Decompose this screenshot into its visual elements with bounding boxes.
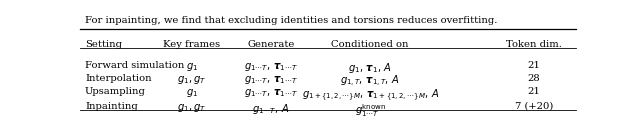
Text: Token dim.: Token dim. [506,40,562,49]
Text: $g_{1\cdots T},\, \boldsymbol{\tau}_{1\cdots T}$: $g_{1\cdots T},\, \boldsymbol{\tau}_{1\c… [244,74,298,86]
Text: 7 (+20): 7 (+20) [515,102,553,111]
Text: $g_{1\cdots T},\, A$: $g_{1\cdots T},\, A$ [252,102,290,116]
Text: $g_{1\cdots T},\, \boldsymbol{\tau}_{1\cdots T}$: $g_{1\cdots T},\, \boldsymbol{\tau}_{1\c… [244,61,298,73]
Text: For inpainting, we find that excluding identities and torsions reduces overfitti: For inpainting, we find that excluding i… [85,16,497,25]
Text: 28: 28 [527,74,540,83]
Text: $g_1$: $g_1$ [186,87,198,99]
Text: 21: 21 [527,87,540,96]
Text: Upsampling: Upsampling [85,87,146,96]
Text: $g^{\mathrm{known}}_{1\cdots T}$: $g^{\mathrm{known}}_{1\cdots T}$ [355,102,386,119]
Text: 21: 21 [527,61,540,70]
Text: Generate: Generate [247,40,294,49]
Text: $g_1,\, \boldsymbol{\tau}_1,\, A$: $g_1,\, \boldsymbol{\tau}_1,\, A$ [348,61,392,75]
Text: Inpainting: Inpainting [85,102,138,111]
Text: Setting: Setting [85,40,122,49]
Text: $g_1$: $g_1$ [186,61,198,73]
Text: $g_{1+\{1,2,\cdots\}M},\, \boldsymbol{\tau}_{1+\{1,2,\cdots\}M},\, A$: $g_{1+\{1,2,\cdots\}M},\, \boldsymbol{\t… [301,87,439,103]
Text: Interpolation: Interpolation [85,74,152,83]
Text: $g_{1,T},\, \boldsymbol{\tau}_{1,T},\, A$: $g_{1,T},\, \boldsymbol{\tau}_{1,T},\, A… [340,74,400,89]
Text: Conditioned on: Conditioned on [332,40,409,49]
Text: $g_1, g_T$: $g_1, g_T$ [177,102,206,114]
Text: Forward simulation: Forward simulation [85,61,184,70]
Text: $g_1, g_T$: $g_1, g_T$ [177,74,206,86]
Text: Key frames: Key frames [163,40,220,49]
Text: $g_{1\cdots T},\, \boldsymbol{\tau}_{1\cdots T}$: $g_{1\cdots T},\, \boldsymbol{\tau}_{1\c… [244,87,298,99]
